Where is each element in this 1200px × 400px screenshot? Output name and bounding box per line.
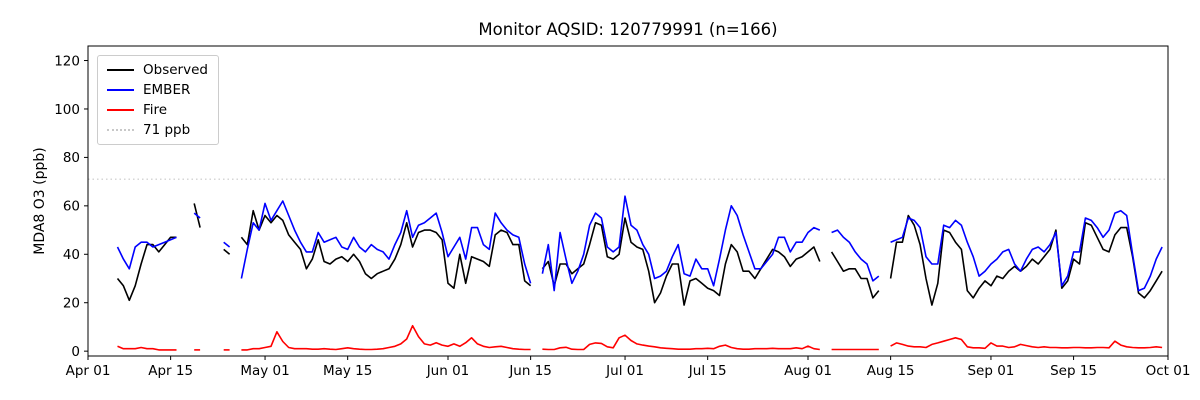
legend-item-ember: EMBER <box>107 82 208 98</box>
plot-frame <box>87 45 1169 357</box>
y-tick-label: 100 <box>54 102 80 118</box>
legend-item-fire: Fire <box>107 102 208 118</box>
series-fire-segment <box>117 345 177 351</box>
series-observed-segment <box>223 248 231 255</box>
series-ember-segment <box>541 195 821 292</box>
series-fire <box>117 324 1163 351</box>
series-observed-segment <box>116 236 177 302</box>
y-tick-label: 60 <box>63 199 80 215</box>
y-axis: 0 20 40 60 80 100 120 <box>54 53 88 360</box>
ember-line-swatch <box>107 89 134 91</box>
threshold-line-swatch <box>107 129 134 131</box>
x-tick-label: Sep 01 <box>967 363 1014 379</box>
legend: Observed EMBER Fire 71 ppb <box>97 55 219 145</box>
y-tick-label: 80 <box>63 150 80 166</box>
x-tick-label: May 15 <box>323 363 372 379</box>
series-ember-segment <box>890 209 1163 292</box>
legend-label-observed: Observed <box>143 62 208 78</box>
series-ember-segment <box>223 241 231 248</box>
chart-title: Monitor AQSID: 120779991 (n=166) <box>478 20 778 39</box>
legend-label-ember: EMBER <box>143 82 191 98</box>
observed-line-swatch <box>107 69 134 71</box>
x-axis: Apr 01 Apr 15 May 01 May 15 Jun 01 Jun 15 Jul … <box>66 356 1191 379</box>
series-ember-segment <box>240 200 532 284</box>
series-fire-segment <box>542 334 820 351</box>
y-tick-label: 0 <box>71 344 80 360</box>
series-ember-segment <box>193 212 201 219</box>
x-tick-label: Apr 15 <box>148 363 193 379</box>
x-tick-label: Aug 15 <box>867 363 915 379</box>
fire-line-swatch <box>107 109 134 111</box>
x-tick-label: Oct 01 <box>1146 363 1191 379</box>
x-tick-label: May 01 <box>240 363 289 379</box>
x-tick-label: Jul 01 <box>605 363 644 379</box>
legend-item-threshold: 71 ppb <box>107 122 208 138</box>
series-observed-segment <box>240 209 532 290</box>
legend-item-observed: Observed <box>107 62 208 78</box>
series-observed <box>116 203 1163 306</box>
x-tick-label: Jun 15 <box>508 363 552 379</box>
series-fire-segment <box>890 336 1163 350</box>
series-ember <box>116 195 1163 292</box>
x-tick-label: Sep 15 <box>1050 363 1097 379</box>
x-tick-label: Jul 15 <box>688 363 727 379</box>
y-tick-label: 120 <box>54 53 80 69</box>
series-ember-segment <box>831 229 880 282</box>
legend-label-threshold: 71 ppb <box>143 122 191 138</box>
series-fire-segment <box>241 324 531 351</box>
legend-label-fire: Fire <box>143 102 168 118</box>
x-tick-label: Jun 01 <box>426 363 470 379</box>
y-tick-label: 20 <box>63 296 80 312</box>
x-tick-label: Apr 01 <box>66 363 111 379</box>
series-ember-segment <box>116 236 177 270</box>
series-observed-segment <box>889 214 1163 306</box>
series-observed-segment <box>830 251 880 299</box>
x-tick-label: Aug 01 <box>784 363 832 379</box>
y-tick-label: 40 <box>63 247 80 263</box>
